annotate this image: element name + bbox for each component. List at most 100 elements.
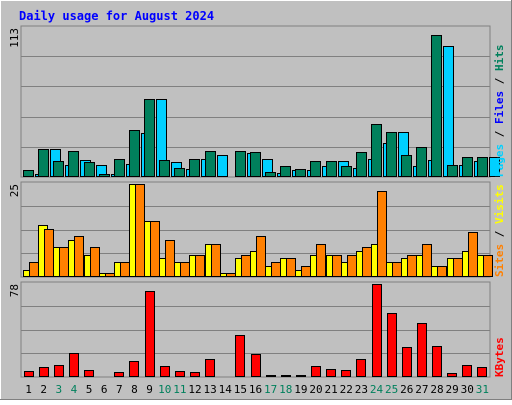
panel-1-y-max-label: 113 [8, 28, 21, 48]
bar-hits-day-31 [477, 157, 488, 177]
bar-kbytes-day-25 [387, 313, 397, 377]
x-label-day-3: 3 [56, 383, 63, 396]
bar-hits-day-13 [205, 151, 216, 177]
bar-hits-day-11 [174, 168, 185, 177]
bar-sites-day-27 [422, 244, 432, 277]
bar-pages-day-31 [489, 157, 500, 177]
legend-sites-visits: Sites / Visits [493, 184, 506, 277]
bar-hits-day-5 [84, 162, 95, 177]
legend-sites-visits-part: Sites [493, 244, 506, 277]
bar-sites-day-24 [377, 191, 387, 277]
bar-kbytes-day-15 [235, 335, 245, 377]
bar-hits-day-10 [159, 160, 170, 177]
bar-kbytes-day-2 [39, 367, 49, 377]
legend-kbytes: KBytes [493, 337, 506, 377]
x-label-day-9: 9 [146, 383, 153, 396]
bar-hits-day-3 [53, 161, 64, 177]
bar-hits-day-16 [250, 152, 261, 177]
bar-kbytes-day-23 [356, 359, 366, 377]
x-label-day-28: 28 [430, 383, 443, 396]
bar-hits-day-28 [431, 35, 442, 177]
bar-hits-day-17 [265, 172, 276, 177]
x-label-day-6: 6 [101, 383, 108, 396]
bar-hits-day-20 [310, 161, 321, 177]
bar-kbytes-day-4 [69, 353, 79, 377]
x-label-day-19: 19 [294, 383, 307, 396]
bar-sites-day-28 [437, 266, 447, 277]
bar-sites-day-17 [271, 262, 281, 277]
x-label-day-2: 2 [40, 383, 47, 396]
legend-pages-files-hits-part: Files [493, 91, 506, 124]
bar-hits-day-12 [189, 159, 200, 177]
x-label-day-20: 20 [309, 383, 322, 396]
bar-hits-day-21 [326, 161, 337, 177]
bar-hits-day-9 [144, 99, 155, 177]
bar-hits-day-8 [129, 130, 140, 177]
bar-kbytes-day-31 [477, 367, 487, 377]
x-label-day-13: 13 [203, 383, 216, 396]
legend-pages-files-hits-part: Hits [493, 45, 506, 72]
bar-sites-day-25 [392, 262, 402, 277]
x-label-day-17: 17 [264, 383, 277, 396]
bar-kbytes-day-5 [84, 370, 94, 377]
bar-hits-day-6 [99, 174, 110, 177]
x-label-day-31: 31 [476, 383, 489, 396]
bar-kbytes-day-24 [372, 284, 382, 377]
bar-kbytes-day-9 [145, 291, 155, 377]
bar-kbytes-day-11 [175, 371, 185, 377]
x-label-day-25: 25 [385, 383, 398, 396]
x-label-day-12: 12 [188, 383, 201, 396]
bar-kbytes-day-22 [341, 370, 351, 377]
x-label-day-11: 11 [173, 383, 186, 396]
x-label-day-23: 23 [355, 383, 368, 396]
x-label-day-5: 5 [86, 383, 93, 396]
bar-kbytes-day-20 [311, 366, 321, 377]
panel-3-y-max-label: 78 [8, 284, 21, 297]
x-label-day-18: 18 [279, 383, 292, 396]
chart-title: Daily usage for August 2024 [19, 9, 214, 23]
bar-hits-day-7 [114, 159, 125, 177]
x-label-day-29: 29 [446, 383, 459, 396]
bar-kbytes-day-8 [129, 361, 139, 377]
panel-2-y-max-label: 25 [8, 184, 21, 197]
bar-hits-day-25 [386, 132, 397, 177]
bar-pages-day-28 [443, 46, 454, 177]
legend-sites-visits-part: Visits [493, 184, 506, 224]
bar-hits-day-30 [462, 157, 473, 177]
bar-sites-day-6 [105, 273, 115, 277]
bar-hits-day-24 [371, 124, 382, 177]
bar-hits-day-18 [280, 166, 291, 177]
x-label-day-30: 30 [461, 383, 474, 396]
bar-pages-day-13 [217, 155, 228, 177]
bar-sites-day-12 [195, 255, 205, 277]
bar-hits-day-2 [38, 149, 49, 177]
bar-kbytes-day-27 [417, 323, 427, 377]
bar-kbytes-day-30 [462, 365, 472, 377]
bar-kbytes-day-17 [266, 375, 276, 377]
bar-hits-day-1 [23, 170, 34, 177]
bar-kbytes-day-7 [114, 372, 124, 377]
bar-sites-day-2 [44, 229, 54, 277]
bar-sites-day-1 [29, 262, 39, 277]
bar-kbytes-day-19 [296, 375, 306, 377]
bar-sites-day-13 [211, 244, 221, 277]
bar-sites-day-5 [90, 247, 100, 277]
bar-kbytes-day-29 [447, 373, 457, 377]
bar-sites-day-30 [468, 232, 478, 277]
bar-sites-day-20 [316, 244, 326, 277]
bar-sites-day-16 [256, 236, 266, 277]
legend-pages-files-hits-part: / [493, 124, 506, 144]
x-label-day-10: 10 [158, 383, 171, 396]
bar-kbytes-day-1 [24, 371, 34, 377]
bar-hits-day-26 [401, 155, 412, 177]
legend-kbytes-part: KBytes [493, 337, 506, 377]
x-label-day-26: 26 [400, 383, 413, 396]
bar-kbytes-day-12 [190, 372, 200, 377]
x-label-day-4: 4 [71, 383, 78, 396]
legends: Pages / Files / Hits Sites / Visits KBytes [493, 45, 506, 378]
x-label-day-24: 24 [370, 383, 384, 396]
x-label-day-27: 27 [415, 383, 428, 396]
legend-pages-files-hits: Pages / Files / Hits [493, 45, 506, 178]
legend-pages-files-hits-part: / [493, 71, 506, 91]
